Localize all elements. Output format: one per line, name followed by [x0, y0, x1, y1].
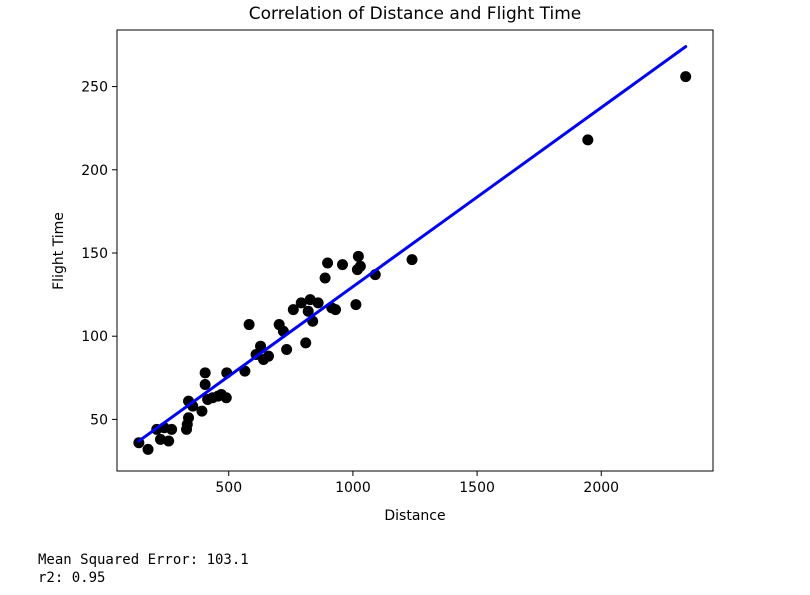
data-point: [239, 365, 251, 377]
x-axis-label: Distance: [384, 508, 445, 524]
data-point: [330, 304, 342, 316]
y-tick-label: 50: [90, 412, 108, 428]
data-point: [154, 433, 166, 445]
data-point: [183, 412, 195, 424]
y-axis-ticks: 50 100 150 200 250: [81, 80, 117, 428]
x-tick-label: 500: [215, 480, 242, 496]
data-point: [262, 350, 274, 362]
x-axis-ticks: 500 1000 1500 2000: [215, 471, 619, 496]
data-point: [350, 299, 362, 311]
r2-output: r2: 0.95: [38, 570, 106, 586]
data-point: [322, 257, 334, 269]
data-point: [199, 367, 211, 379]
data-point: [243, 319, 255, 331]
chart-title: Correlation of Distance and Flight Time: [249, 4, 582, 24]
data-point: [287, 304, 299, 316]
data-point: [300, 337, 312, 349]
data-point: [142, 443, 154, 455]
x-tick-label: 1500: [459, 480, 495, 496]
y-tick-label: 250: [81, 80, 108, 96]
data-point: [302, 305, 314, 317]
data-point: [582, 134, 594, 146]
data-point: [255, 340, 267, 352]
y-axis-label: Flight Time: [51, 212, 67, 290]
x-tick-label: 1000: [335, 480, 371, 496]
mse-output: Mean Squared Error: 103.1: [38, 552, 249, 568]
data-point: [354, 260, 366, 272]
data-point: [295, 297, 307, 309]
data-point: [680, 71, 692, 83]
regression-line: [137, 45, 688, 443]
plot-area: [116, 29, 714, 472]
x-tick-label: 2000: [583, 480, 619, 496]
data-point: [406, 254, 418, 266]
data-point: [163, 435, 175, 447]
y-tick-label: 150: [81, 246, 108, 262]
data-point: [352, 250, 364, 262]
scatter-points: [133, 71, 692, 455]
data-point: [199, 378, 211, 390]
data-point: [312, 297, 324, 309]
data-point: [319, 272, 331, 284]
data-point: [281, 344, 293, 356]
data-point: [166, 423, 178, 435]
data-point: [336, 259, 348, 271]
y-tick-label: 200: [81, 163, 108, 179]
data-point: [196, 405, 208, 417]
chart: Correlation of Distance and Flight Time …: [51, 4, 714, 524]
data-point: [220, 392, 232, 404]
y-tick-label: 100: [81, 329, 108, 345]
